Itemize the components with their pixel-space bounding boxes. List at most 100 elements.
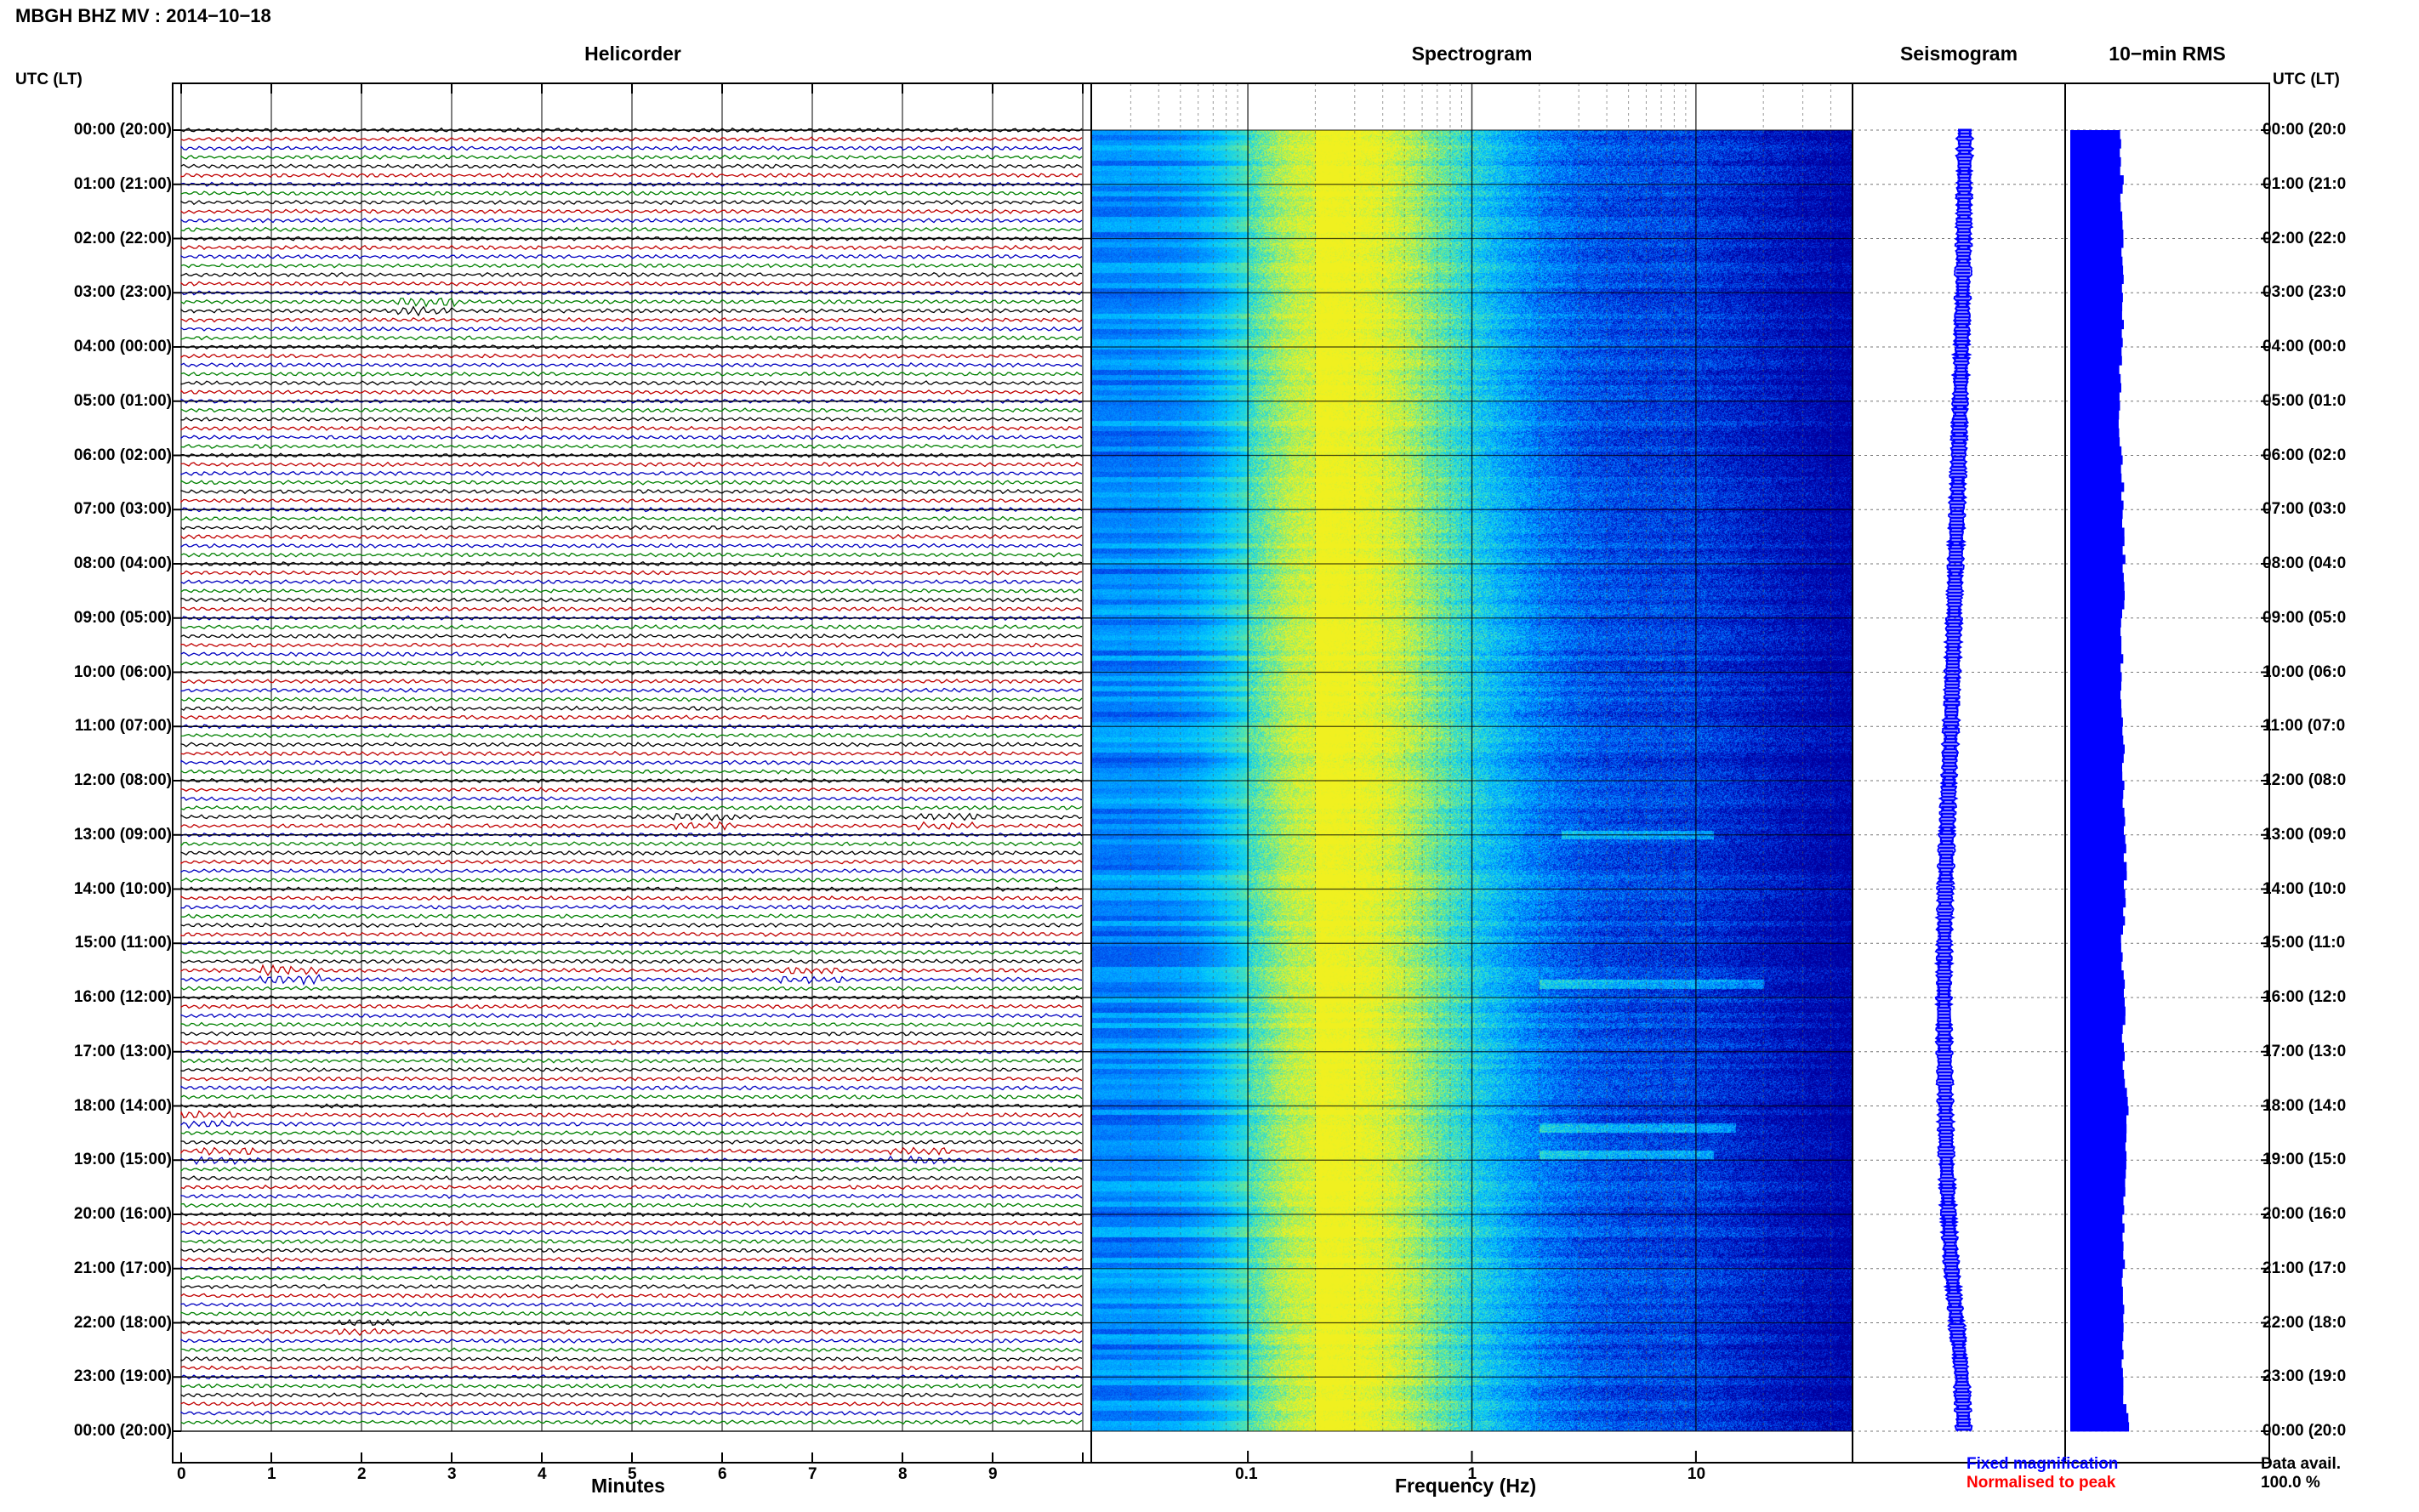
rms-bar [2070, 419, 2119, 429]
rms-bar [2070, 1168, 2126, 1179]
helicorder-trace [180, 1401, 1083, 1407]
helicorder-trace [180, 470, 1083, 476]
helicorder-trace [180, 795, 1083, 802]
minute-tick-label: 4 [538, 1465, 547, 1483]
minute-tick-label: 7 [808, 1465, 817, 1483]
left-time-label: 03:00 (23:00) [73, 283, 172, 302]
rms-bar [2070, 365, 2120, 375]
helicorder-trace [180, 1013, 1083, 1019]
rms-bar [2070, 1024, 2123, 1034]
helicorder-trace [180, 1256, 1083, 1263]
rms-bar [2070, 1015, 2126, 1026]
rms-bar [2070, 1305, 2125, 1315]
rms-bar [2070, 202, 2121, 213]
minute-tick-label: 2 [357, 1465, 367, 1483]
rms-bar [2070, 310, 2122, 321]
left-time-label: 13:00 (09:00) [73, 825, 172, 844]
helicorder-trace [180, 859, 1083, 865]
rms-bar [2070, 1123, 2127, 1134]
rms-bar [2070, 853, 2124, 863]
rms-bar [2070, 934, 2121, 944]
helicorder-trace [180, 1248, 1083, 1253]
helicorder-trace [180, 1119, 1083, 1129]
helicorder-trace [180, 678, 1083, 685]
rms-panel [2070, 130, 2130, 1432]
rms-bar [2070, 1395, 2124, 1405]
helicorder-trace [180, 986, 1083, 992]
right-time-label: 23:00 (19:0 [2262, 1368, 2347, 1385]
rms-bar [2070, 392, 2120, 402]
right-time-label: 22:00 (18:0 [2262, 1314, 2347, 1331]
right-time-label: 04:00 (00:0 [2262, 338, 2347, 355]
helicorder-trace [180, 597, 1083, 603]
helicorder-trace [180, 533, 1083, 540]
rms-bar [2070, 482, 2125, 492]
rms-bar [2070, 907, 2124, 917]
rms-bar [2070, 301, 2123, 311]
rms-bar [2070, 1287, 2123, 1297]
rms-bar [2070, 1006, 2126, 1016]
helicorder-trace [180, 1085, 1082, 1091]
left-time-label: 04:00 (00:00) [73, 338, 172, 355]
rms-bar [2070, 554, 2126, 565]
helicorder-trace [180, 963, 1083, 977]
helicorder-trace [180, 877, 1083, 884]
rms-bar [2070, 871, 2127, 881]
helicorder-trace [180, 1139, 1083, 1145]
helicorder-trace [180, 407, 1083, 413]
rms-bar [2070, 1377, 2124, 1387]
left-time-label: 21:00 (17:00) [73, 1259, 172, 1277]
helicorder-trace [180, 1275, 1083, 1281]
rms-bar [2070, 744, 2125, 754]
rms-bar [2070, 1359, 2122, 1369]
rms-bar [2070, 1033, 2122, 1043]
helicorder-grid [180, 83, 1084, 1431]
helicorder-trace [180, 416, 1083, 423]
left-time-label: 23:00 (19:00) [73, 1367, 172, 1386]
helicorder-trace [180, 895, 1083, 901]
right-time-label: 15:00 (11:0 [2262, 935, 2346, 952]
helicorder-trace [180, 353, 1083, 359]
helicorder-trace [180, 1094, 1083, 1100]
rms-bar [2070, 979, 2126, 989]
left-time-label: 16:00 (12:00) [73, 988, 172, 1006]
rms-bar [2070, 1241, 2124, 1251]
helicorder-trace [180, 552, 1083, 558]
helicorder-trace [180, 1110, 1083, 1119]
rms-bar [2070, 500, 2124, 510]
rms-bar [2070, 1259, 2126, 1270]
helicorder-trace [180, 841, 1083, 848]
rms-bar [2070, 527, 2125, 537]
rms-bar [2070, 645, 2122, 655]
helicorder-trace [180, 1031, 1083, 1037]
minute-tick-label: 1 [267, 1465, 276, 1483]
helicorder-trace [180, 1293, 1083, 1299]
rms-bar [2070, 428, 2120, 438]
helicorder-trace [180, 750, 1083, 757]
rms-bar [2070, 1051, 2125, 1061]
left-time-label: 05:00 (01:00) [73, 391, 172, 410]
rms-bar [2070, 1133, 2126, 1143]
left-time-label: 20:00 (16:00) [73, 1205, 172, 1223]
left-time-label: 11:00 (07:00) [74, 717, 172, 736]
rms-bar [2070, 1088, 2127, 1098]
right-time-label: 09:00 (05:0 [2262, 609, 2347, 626]
right-time-label: 14:00 (10:0 [2262, 880, 2347, 897]
plot-title: MBGH BHZ MV : 2014−10−18 [15, 5, 271, 26]
helicorder-trace [180, 145, 1083, 151]
rms-bar [2070, 807, 2125, 817]
helicorder-trace [180, 633, 1083, 639]
rms-bar [2070, 355, 2122, 366]
rms-bar [2070, 545, 2123, 555]
rms-bar [2070, 1422, 2130, 1432]
helicorder-trace [180, 190, 1083, 196]
rms-bar [2070, 1232, 2123, 1242]
rms-bar [2070, 1367, 2123, 1378]
rms-bar [2070, 1223, 2125, 1233]
helicorder-trace [180, 515, 1083, 522]
minute-tick-label: 8 [898, 1465, 908, 1483]
rms-bar [2070, 347, 2122, 357]
helicorder-trace [180, 263, 1083, 269]
left-time-label: 00:00 (20:00) [73, 121, 172, 139]
